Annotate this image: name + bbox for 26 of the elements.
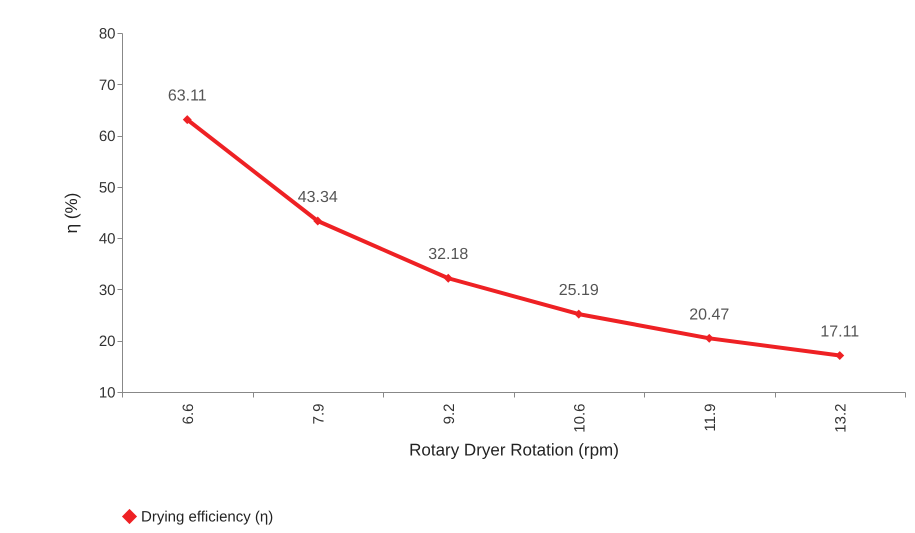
data-label: 43.34	[298, 189, 338, 206]
x-tick-label: 9.2	[440, 404, 458, 424]
point	[313, 216, 322, 226]
y-tick-label: 20	[98, 333, 116, 350]
x-tick-label: 11.9	[702, 404, 719, 432]
data-label: 25.19	[558, 282, 599, 300]
x-tick-label: 7.9	[310, 404, 328, 424]
point	[182, 115, 192, 124]
y-tick-label: 40	[98, 230, 116, 248]
y-tick-label: 30	[98, 282, 116, 299]
y-tick-label: 50	[98, 179, 116, 196]
x-tick-label: 6.6	[180, 404, 197, 424]
y-tick-label: 10	[98, 384, 116, 402]
x-tick-label: 10.6	[571, 404, 588, 433]
legend-label: Drying efficiency (η)	[141, 508, 274, 526]
data-label: 63.11	[168, 88, 207, 105]
x-tick-label: 13.2	[832, 404, 850, 433]
y-tick-label: 70	[98, 76, 116, 94]
data-label: 17.11	[820, 324, 860, 341]
y-tick-label: 60	[98, 128, 116, 146]
x-axis-title: Rotary Dryer Rotation (rpm)	[409, 440, 619, 460]
data-label: 20.47	[689, 306, 730, 324]
point	[444, 274, 453, 283]
y-tick-label: 80	[98, 26, 116, 42]
data-label: 32.18	[428, 246, 468, 264]
y-axis-title: η (%)	[62, 192, 81, 234]
